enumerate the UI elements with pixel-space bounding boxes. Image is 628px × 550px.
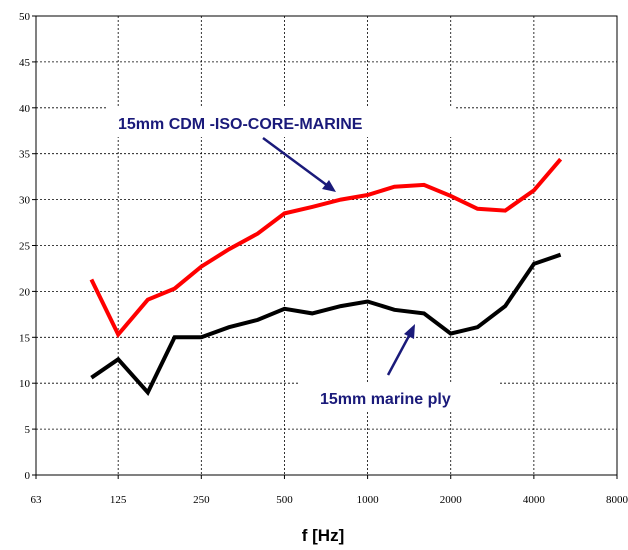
series-lines (89, 157, 563, 396)
annotation-arrowhead-cdm (322, 180, 336, 192)
x-tick-label: 500 (276, 494, 293, 506)
plot-frame (35, 15, 618, 476)
x-tick-label: 2000 (440, 494, 463, 506)
x-tick-label: 250 (193, 494, 210, 506)
y-tick-label: 5 (25, 424, 31, 436)
x-tick-label: 4000 (523, 494, 546, 506)
x-tick-label: 125 (110, 494, 127, 506)
y-tick-label: 35 (19, 149, 31, 161)
y-tick-label: 50 (19, 11, 31, 23)
annotation-background-ply (300, 382, 500, 412)
annotation-marine-ply: 15mm marine ply (320, 391, 451, 408)
annotation-arrow-cdm (262, 136, 329, 188)
annotation-background-cdm (108, 107, 454, 137)
y-tick-label: 0 (25, 470, 31, 482)
annotations: 15mm CDM -ISO-CORE-MARINE 15mm marine pl… (108, 107, 500, 412)
tick-labels: 0 5 10 15 20 25 30 35 40 45 50 63 125 250 500 1000 2000 4… (19, 11, 628, 506)
x-tick-label: 1000 (357, 494, 380, 506)
y-tick-label: 25 (19, 241, 31, 253)
annotation-cdm-iso-core-marine: 15mm CDM -ISO-CORE-MARINE (118, 116, 363, 133)
x-tick-label: 8000 (606, 494, 628, 506)
y-tick-label: 45 (19, 57, 31, 69)
annotation-arrow-ply (386, 333, 412, 376)
annotation-arrowhead-ply (404, 324, 415, 339)
y-tick-label: 30 (19, 195, 31, 207)
y-tick-label: 15 (19, 332, 31, 344)
y-tick-label: 10 (19, 378, 31, 390)
x-axis-label: f [Hz] (302, 526, 344, 545)
series-line-0 (89, 157, 563, 339)
y-tick-label: 20 (19, 286, 31, 298)
y-tick-label: 40 (19, 103, 31, 115)
series-line-1 (90, 252, 562, 396)
x-tick-label: 63 (31, 494, 43, 506)
